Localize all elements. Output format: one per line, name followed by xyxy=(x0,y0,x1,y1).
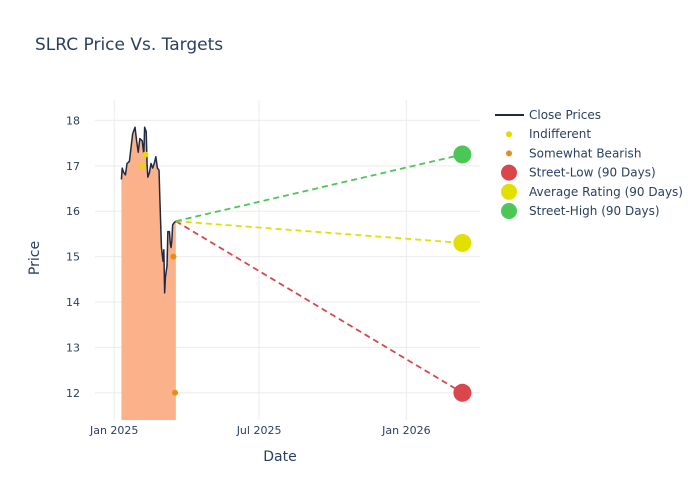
y-tick-label: 16 xyxy=(66,205,80,218)
y-axis-title: Price xyxy=(27,241,43,275)
x-tick-label: Jan 2025 xyxy=(89,424,138,437)
close-price-area xyxy=(121,127,176,420)
legend-label: Street-Low (90 Days) xyxy=(529,166,656,180)
legend-swatch xyxy=(506,131,512,138)
close-price-fill xyxy=(121,127,176,420)
target-line xyxy=(175,220,463,394)
x-axis-title: Date xyxy=(263,449,296,465)
legend-label: Average Rating (90 Days) xyxy=(529,185,683,199)
chart-title: SLRC Price Vs. Targets xyxy=(35,35,223,55)
y-tick-label: 13 xyxy=(66,341,80,354)
legend-swatch xyxy=(501,203,517,219)
legend-label: Somewhat Bearish xyxy=(529,146,641,160)
legend-label: Street-High (90 Days) xyxy=(529,204,660,218)
y-tick-label: 18 xyxy=(66,114,80,127)
legend-label: Close Prices xyxy=(529,108,601,122)
y-tick-label: 12 xyxy=(66,387,80,400)
legend-swatch xyxy=(506,150,512,157)
target-point xyxy=(453,383,472,402)
y-tick-label: 17 xyxy=(66,160,80,173)
legend-label: Indifferent xyxy=(529,127,591,141)
target-line xyxy=(175,153,463,223)
legend-swatch xyxy=(501,183,517,200)
rating-point xyxy=(172,389,179,396)
series-markers xyxy=(139,145,472,402)
rating-point xyxy=(139,162,146,169)
legend-swatch xyxy=(501,164,517,181)
legend: Close Prices Indifferent Somewhat Bearish S… xyxy=(495,108,683,219)
target-point xyxy=(453,233,472,252)
y-tick-label: 15 xyxy=(66,251,80,264)
close-price-line xyxy=(120,126,177,294)
target-point xyxy=(453,145,472,164)
x-tick-label: Jul 2025 xyxy=(236,424,282,437)
target-line xyxy=(175,220,463,244)
axis-ticks: 12 13 14 15 16 17 18 Jan 2025 Jul 2025 Jan 2026 xyxy=(66,114,431,437)
x-tick-label: Jan 2026 xyxy=(381,424,430,437)
rating-point xyxy=(142,151,149,158)
y-tick-label: 14 xyxy=(66,296,80,309)
rating-point xyxy=(170,253,177,260)
series-lines xyxy=(120,126,463,394)
